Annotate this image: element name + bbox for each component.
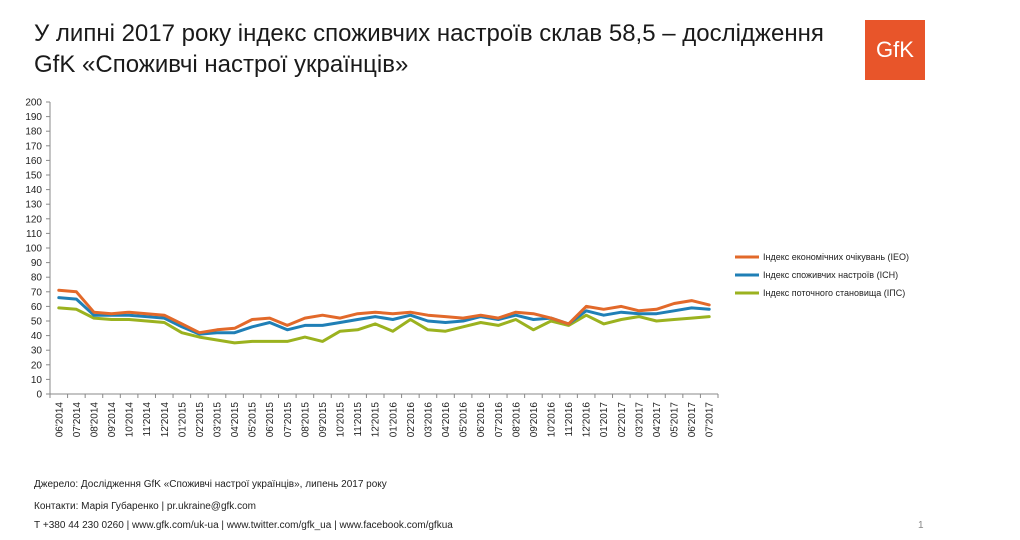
- x-tick-label: 08'2016: [511, 402, 522, 438]
- x-tick-label: 12'2016: [582, 402, 593, 438]
- x-tick-label: 05'2016: [459, 402, 470, 438]
- legend: Індекс економічних очікувань (IEO) Індекс…: [735, 252, 909, 298]
- y-tick-label: 200: [25, 98, 42, 109]
- y-tick-label: 160: [25, 156, 42, 167]
- gfk-logo-text: GfK: [876, 37, 914, 62]
- x-tick-label: 05'2015: [248, 402, 259, 438]
- x-tick-label: 02'2016: [406, 402, 417, 438]
- y-tick-label: 140: [25, 185, 42, 196]
- x-tick-label: 09'2016: [529, 402, 540, 438]
- x-tick-label: 10'2014: [125, 402, 136, 438]
- x-tick-label: 06'2017: [687, 402, 698, 438]
- y-tick-label: 110: [26, 229, 42, 240]
- x-tick-label: 09'2015: [318, 402, 329, 438]
- x-tick-label: 03'2017: [634, 402, 645, 438]
- x-tick-label: 06'2014: [54, 402, 65, 438]
- y-tick-label: 20: [31, 360, 43, 371]
- y-tick-label: 50: [31, 317, 43, 328]
- series-line: [57, 306, 711, 345]
- x-tick-label: 06'2016: [476, 402, 487, 438]
- y-tick-label: 180: [25, 127, 42, 138]
- y-tick-label: 100: [25, 244, 42, 255]
- x-tick-label: 10'2016: [547, 402, 558, 438]
- footer-links: Т +380 44 230 0260 | www.gfk.com/uk-ua |…: [34, 520, 453, 531]
- footer-contacts: Контакти: Марія Губаренко | pr.ukraine@g…: [34, 501, 256, 512]
- x-tick-label: 12'2014: [160, 402, 171, 438]
- consumer-sentiment-chart: 0 10 20 30 40 50 60 70 80 90 100 110 120 130 140 150 160…: [25, 98, 909, 438]
- x-axis: 06'2014 07'2014 08'2014 09'2014 10'2014 11'20…: [49, 393, 719, 438]
- x-tick-label: 04'2015: [230, 402, 241, 438]
- legend-label: Індекс поточного становища (ІПС): [763, 288, 905, 298]
- x-tick-label: 02'2017: [617, 402, 628, 438]
- gfk-logo: GfK: [865, 20, 925, 80]
- y-axis: 0 10 20 30 40 50 60 70 80 90 100 110 120 130 140 150 160…: [25, 98, 51, 401]
- series-line: [57, 296, 711, 336]
- x-tick-label: 01'2017: [599, 402, 610, 438]
- gfk-logo-background: [865, 20, 925, 80]
- y-tick-label: 120: [25, 214, 42, 225]
- y-tick-label: 70: [31, 287, 43, 298]
- y-tick-label: 150: [25, 171, 42, 182]
- y-tick-label: 60: [31, 302, 43, 313]
- x-tick-label: 01'2016: [388, 402, 399, 438]
- x-tick-label: 01'2015: [177, 402, 188, 438]
- series-lines: [57, 288, 711, 345]
- x-tick-label: 08'2014: [89, 402, 100, 438]
- y-tick-label: 170: [25, 141, 42, 152]
- y-tick-label: 30: [31, 346, 43, 357]
- x-tick-label: 04'2017: [652, 402, 663, 438]
- y-tick-label: 80: [31, 273, 43, 284]
- x-tick-label: 07'2015: [283, 402, 294, 438]
- y-tick-label: 40: [31, 331, 43, 342]
- y-tick-label: 190: [25, 112, 42, 123]
- x-tick-label: 03'2015: [213, 402, 224, 438]
- series-line: [57, 288, 711, 335]
- x-tick-label: 12'2015: [371, 402, 382, 438]
- x-tick-label: 11'2014: [142, 402, 153, 437]
- legend-label: Індекс споживчих настроїв (ІСН): [763, 270, 898, 280]
- x-tick-label: 05'2017: [670, 402, 681, 438]
- x-tick-label: 07'2016: [494, 402, 505, 438]
- x-tick-label: 07'2014: [72, 402, 83, 438]
- legend-label: Індекс економічних очікувань (IEO): [763, 252, 909, 262]
- y-tick-label: 90: [31, 258, 43, 269]
- page-title: У липні 2017 року індекс споживчих настр…: [34, 20, 824, 78]
- x-tick-label: 07'2017: [705, 402, 716, 438]
- footer-source: Джерело: Дослідження GfK «Споживчі настр…: [34, 479, 387, 490]
- x-tick-label: 11'2016: [564, 402, 575, 437]
- x-tick-label: 11'2015: [353, 402, 364, 437]
- y-tick-label: 10: [31, 375, 43, 386]
- y-tick-label: 130: [25, 200, 42, 211]
- y-tick-label: 0: [36, 390, 42, 401]
- x-tick-label: 10'2015: [336, 402, 347, 438]
- x-tick-label: 03'2016: [423, 402, 434, 438]
- x-tick-label: 04'2016: [441, 402, 452, 438]
- page-number: 1: [918, 520, 924, 531]
- x-tick-label: 08'2015: [300, 402, 311, 438]
- x-tick-label: 09'2014: [107, 402, 118, 438]
- x-tick-label: 06'2015: [265, 402, 276, 438]
- x-tick-label: 02'2015: [195, 402, 206, 438]
